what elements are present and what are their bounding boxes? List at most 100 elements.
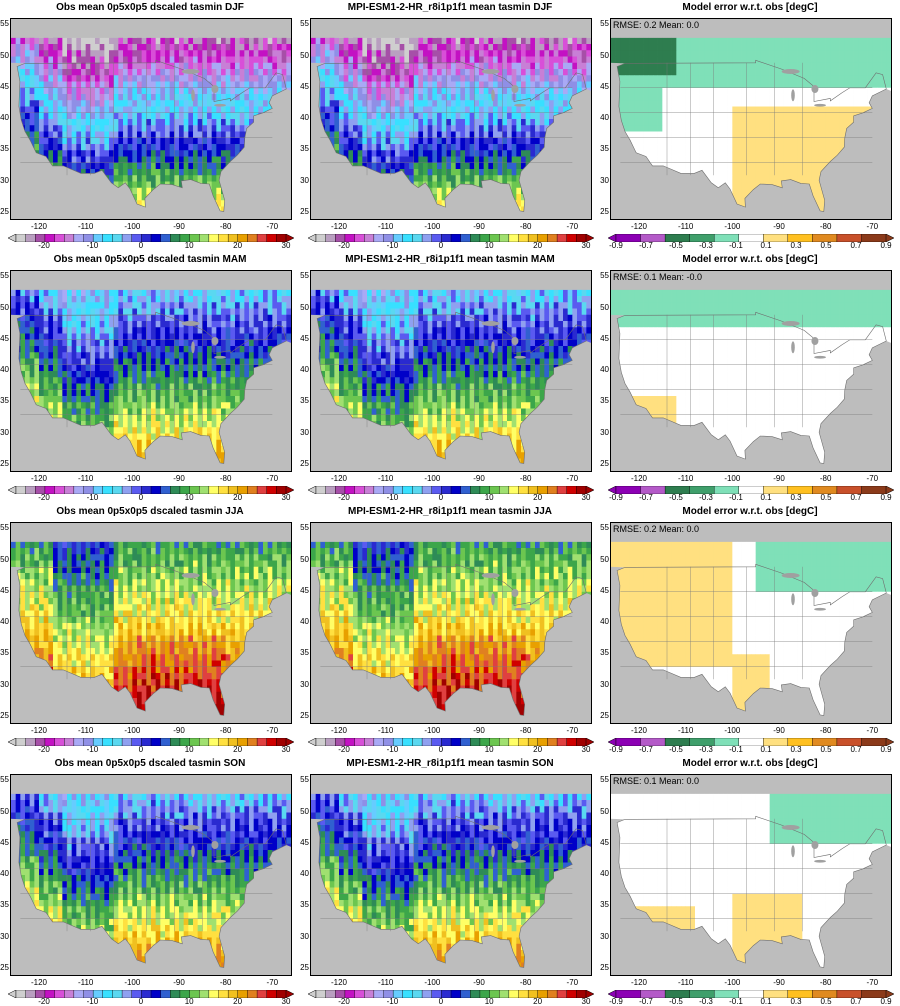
colorbar-label: 0.9 — [874, 745, 898, 754]
colorbar-swatch — [355, 990, 365, 998]
colorbar-label: -20 — [332, 493, 356, 502]
lat-tick-label: 35 — [597, 144, 609, 153]
lon-tick-label: -120 — [327, 222, 351, 231]
lat-tick-label: 30 — [597, 428, 609, 437]
lat-tick-label: 50 — [297, 555, 309, 564]
lat-tick-label: 30 — [297, 176, 309, 185]
lon-tick-label: -80 — [214, 726, 238, 735]
lat-tick-label: 50 — [597, 303, 609, 312]
colorbar-label: 10 — [477, 745, 501, 754]
lon-tick-label: -70 — [260, 222, 284, 231]
colorbar-swatch — [509, 738, 519, 746]
colorbar-swatch — [364, 234, 374, 242]
lat-tick-label: 35 — [0, 648, 9, 657]
colorbar-swatch — [257, 486, 267, 494]
colorbar-label: 20 — [526, 997, 550, 1006]
lon-tick-label: -110 — [674, 222, 698, 231]
lat-tick-label: 50 — [297, 51, 309, 60]
lon-tick-label: -110 — [374, 726, 398, 735]
map-canvas — [11, 271, 291, 471]
map-frame — [310, 522, 592, 724]
error-stats: RMSE: 0.1 Mean: 0.0 — [613, 776, 699, 786]
map-canvas — [611, 19, 891, 219]
lat-tick-label: 40 — [597, 113, 609, 122]
colorbar-swatch — [355, 234, 365, 242]
lon-tick-label: -80 — [214, 978, 238, 987]
lon-tick-label: -120 — [27, 474, 51, 483]
map-frame: RMSE: 0.1 Mean: 0.0 — [610, 774, 892, 976]
colorbar-swatch — [461, 234, 471, 242]
colorbar-label: 20 — [526, 493, 550, 502]
colorbar-swatch — [557, 486, 567, 494]
lat-tick-label: 25 — [0, 963, 9, 972]
lat-tick-label: 30 — [0, 176, 9, 185]
colorbar-label: 30 — [574, 241, 598, 250]
lat-tick-label: 30 — [297, 680, 309, 689]
colorbar-swatch — [112, 234, 122, 242]
lon-tick-label: -120 — [27, 726, 51, 735]
colorbar-label: 10 — [477, 997, 501, 1006]
lat-tick-label: 30 — [0, 932, 9, 941]
colorbar-swatch — [412, 738, 422, 746]
colorbar-label: 20 — [226, 997, 250, 1006]
map-frame — [10, 774, 292, 976]
colorbar-swatch — [509, 486, 519, 494]
colorbar-label: 10 — [477, 493, 501, 502]
lat-tick-label: 30 — [297, 932, 309, 941]
lat-tick-label: 40 — [0, 617, 9, 626]
lat-tick-label: 50 — [597, 51, 609, 60]
colorbar-label: -20 — [332, 745, 356, 754]
colorbar-label: 30 — [274, 241, 298, 250]
lat-tick-label: 55 — [597, 271, 609, 280]
map-frame: RMSE: 0.2 Mean: 0.0 — [610, 522, 892, 724]
map-panel: Model error w.r.t. obs [degC]RMSE: 0.2 M… — [600, 0, 900, 250]
lon-tick-label: -90 — [167, 222, 191, 231]
panel-title: Model error w.r.t. obs [degC] — [600, 506, 900, 517]
lon-tick-label: -100 — [420, 474, 444, 483]
colorbar-label: -0.1 — [724, 493, 748, 502]
colorbar-swatch — [364, 486, 374, 494]
lon-tick-label: -70 — [260, 978, 284, 987]
lat-tick-label: 50 — [597, 555, 609, 564]
lon-tick-label: -80 — [514, 222, 538, 231]
lat-tick-label: 55 — [0, 775, 9, 784]
lat-tick-label: 35 — [0, 900, 9, 909]
lat-tick-label: 40 — [0, 365, 9, 374]
colorbar-label: -0.3 — [694, 493, 718, 502]
lat-tick-label: 40 — [597, 365, 609, 374]
lon-tick-label: -120 — [627, 474, 651, 483]
lon-tick-label: -110 — [674, 474, 698, 483]
colorbar-label: -0.9 — [604, 745, 628, 754]
lon-tick-label: -70 — [560, 726, 584, 735]
colorbar-label: 0 — [429, 493, 453, 502]
colorbar-label: 30 — [574, 997, 598, 1006]
colorbar-label: 20 — [226, 745, 250, 754]
colorbar-label: 0 — [129, 745, 153, 754]
colorbar-label: -0.7 — [634, 745, 658, 754]
lon-tick-label: -70 — [860, 978, 884, 987]
colorbar-swatch — [316, 990, 326, 998]
lon-tick-label: -90 — [467, 726, 491, 735]
lon-tick-label: -100 — [120, 222, 144, 231]
colorbar-swatch — [257, 990, 267, 998]
lat-tick-label: 55 — [597, 19, 609, 28]
lon-tick-label: -70 — [560, 222, 584, 231]
panel-title: Obs mean 0p5x0p5 dscaled tasmin MAM — [0, 254, 300, 265]
lon-tick-label: -120 — [327, 978, 351, 987]
lon-tick-label: -100 — [720, 222, 744, 231]
colorbar-label: 0.5 — [814, 493, 838, 502]
lon-tick-label: -120 — [27, 222, 51, 231]
colorbar-label: -0.7 — [634, 241, 658, 250]
lon-tick-label: -120 — [627, 978, 651, 987]
lon-tick-label: -100 — [120, 474, 144, 483]
colorbar-swatch — [55, 234, 65, 242]
colorbar-label: -20 — [32, 241, 56, 250]
lat-tick-label: 40 — [597, 617, 609, 626]
lat-tick-label: 45 — [297, 586, 309, 595]
map-canvas — [11, 775, 291, 975]
lon-tick-label: -80 — [214, 474, 238, 483]
colorbar-label: 0.9 — [874, 997, 898, 1006]
